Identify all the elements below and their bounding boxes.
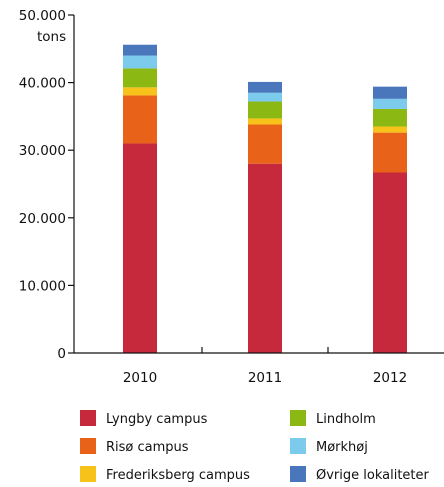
y-tick-label: 40.000 (19, 76, 66, 92)
bar-segment-2011-5 (248, 92, 282, 102)
bar-segment-2010-6 (123, 44, 157, 56)
bar-segment-2011-6 (248, 81, 282, 93)
x-tick-label: 2010 (123, 370, 157, 386)
legend-label: Risø campus (106, 440, 189, 455)
legend-swatch (80, 466, 96, 482)
bar-segment-2010-1 (123, 143, 157, 353)
bar-segment-2010-5 (123, 55, 157, 69)
bar-segment-2012-4 (373, 108, 407, 127)
y-axis-unit-label: tons (37, 29, 66, 45)
legend-swatch (80, 410, 96, 426)
legend-label: Lyngby campus (106, 412, 208, 427)
bars-group (123, 44, 407, 353)
bar-segment-2012-3 (373, 126, 407, 133)
legend-swatch (290, 438, 306, 454)
legend-label: Lindholm (316, 412, 376, 427)
legend-swatch (80, 438, 96, 454)
bar-segment-2010-2 (123, 95, 157, 144)
bar-segment-2012-1 (373, 172, 407, 353)
legend-swatch (290, 466, 306, 482)
y-tick-label: 20.000 (19, 211, 66, 227)
x-tick-label: 2011 (248, 370, 282, 386)
bar-segment-2012-2 (373, 132, 407, 173)
axes-group (73, 15, 444, 354)
bar-segment-2012-6 (373, 86, 407, 99)
legend-label: Øvrige lokaliteter (316, 468, 430, 483)
bar-segment-2010-4 (123, 68, 157, 88)
ticks-group: 0 10.000 20.000 30.000 40.000 50.000 tons 2010 2… (19, 8, 407, 386)
y-tick-label: 0 (57, 346, 66, 362)
legend-swatch (290, 410, 306, 426)
legend-label: Frederiksberg campus (106, 468, 250, 483)
bar-segment-2011-1 (248, 163, 282, 353)
x-tick-label: 2012 (373, 370, 407, 386)
y-tick-label: 10.000 (19, 278, 66, 294)
bar-segment-2012-5 (373, 98, 407, 109)
bar-segment-2011-4 (248, 101, 282, 119)
bar-segment-2010-3 (123, 87, 157, 96)
legend-label: Mørkhøj (316, 440, 368, 455)
y-tick-label: 50.000 (19, 8, 66, 24)
bar-segment-2011-2 (248, 124, 282, 164)
bar-segment-2011-3 (248, 118, 282, 125)
y-tick-label: 30.000 (19, 143, 66, 159)
legend-group: Lyngby campus Risø campus Frederiksberg ca… (80, 410, 430, 483)
